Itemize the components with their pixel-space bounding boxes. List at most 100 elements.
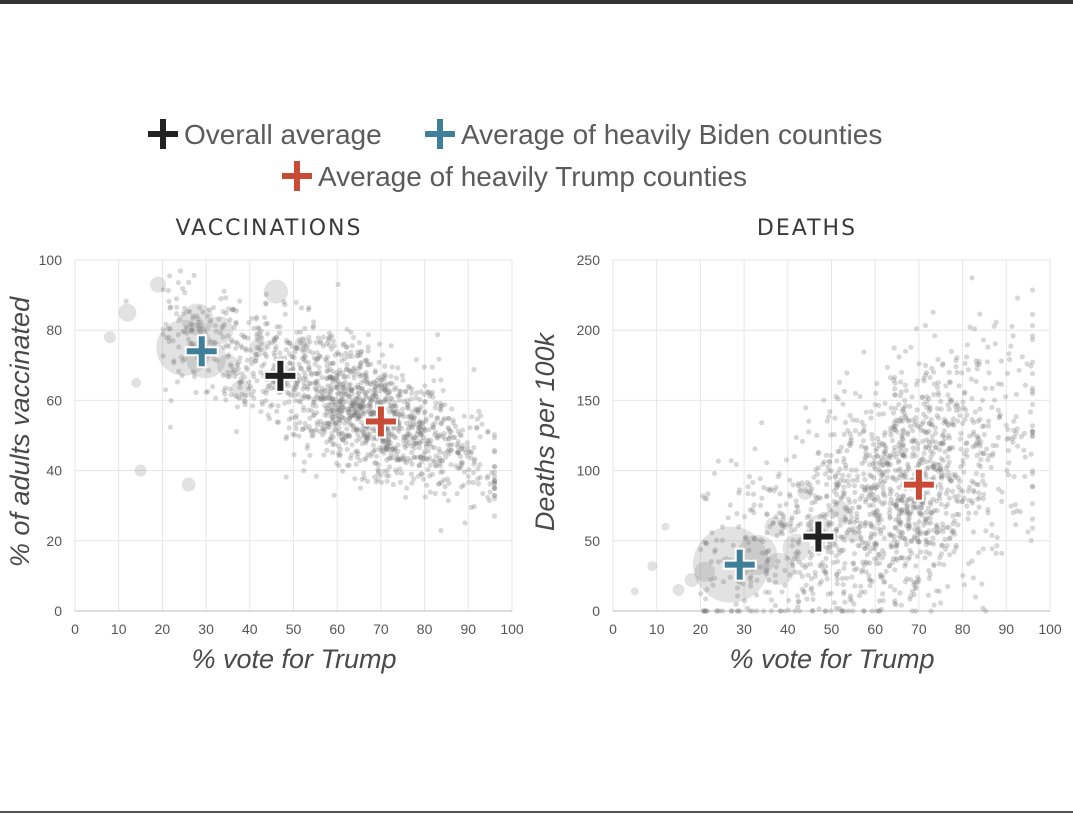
county-point xyxy=(773,484,779,491)
county-point xyxy=(918,505,924,511)
county-point xyxy=(419,471,425,477)
county-point xyxy=(936,561,943,567)
county-bubble xyxy=(264,279,289,304)
county-point xyxy=(809,585,815,591)
county-point xyxy=(296,361,302,367)
county-point xyxy=(188,321,194,327)
county-point xyxy=(897,532,903,539)
county-point xyxy=(901,410,908,417)
county-point xyxy=(878,455,884,461)
county-point xyxy=(299,355,306,361)
county-point xyxy=(850,560,856,566)
county-point xyxy=(445,498,451,504)
county-point xyxy=(436,460,442,466)
county-point xyxy=(813,466,819,473)
county-point xyxy=(298,329,304,335)
county-point xyxy=(221,344,227,351)
county-point xyxy=(919,512,925,519)
county-point xyxy=(385,426,391,432)
county-point xyxy=(384,425,390,431)
county-point xyxy=(343,440,349,446)
county-point xyxy=(900,493,906,500)
county-point xyxy=(761,608,767,614)
county-point xyxy=(294,380,300,386)
county-point xyxy=(219,325,225,331)
county-point xyxy=(312,361,318,367)
county-point xyxy=(870,545,876,551)
county-point xyxy=(372,397,378,403)
county-point xyxy=(891,451,897,458)
x-tick-label: 70 xyxy=(911,621,927,637)
county-point xyxy=(891,345,897,351)
county-point xyxy=(491,496,498,502)
x-axis-label-deaths: % vote for Trump xyxy=(729,644,934,674)
county-point xyxy=(931,562,937,569)
county-point xyxy=(834,480,841,486)
county-point xyxy=(348,329,354,335)
county-point xyxy=(994,534,1000,541)
county-point xyxy=(389,455,395,461)
county-point xyxy=(991,323,997,329)
x-tick-label: 40 xyxy=(242,621,258,637)
county-point xyxy=(370,436,376,442)
county-point xyxy=(380,439,386,445)
county-point xyxy=(234,340,241,347)
county-point xyxy=(367,401,373,407)
county-point xyxy=(251,374,257,380)
county-point xyxy=(374,381,380,388)
y-tick-label: 0 xyxy=(54,603,62,619)
county-point xyxy=(252,358,258,364)
county-point xyxy=(235,366,241,372)
county-point xyxy=(368,403,374,409)
county-point xyxy=(310,325,316,331)
county-point xyxy=(251,388,257,394)
county-point xyxy=(874,507,880,513)
county-point xyxy=(951,422,957,428)
county-point xyxy=(328,396,334,402)
county-point xyxy=(779,511,785,517)
county-point xyxy=(335,413,341,419)
county-point xyxy=(314,378,320,384)
county-point xyxy=(868,490,874,496)
county-point xyxy=(893,555,899,562)
county-point xyxy=(892,567,898,573)
county-point xyxy=(844,448,850,454)
county-point xyxy=(378,479,385,486)
county-point xyxy=(355,451,361,457)
county-point xyxy=(317,388,323,395)
county-point xyxy=(356,414,362,420)
county-point xyxy=(491,485,498,491)
county-point xyxy=(779,523,785,529)
county-point xyxy=(347,368,353,374)
county-point xyxy=(880,462,887,468)
county-point xyxy=(407,458,413,464)
county-point xyxy=(795,604,801,610)
county-point xyxy=(422,399,428,406)
county-point xyxy=(412,434,418,440)
county-point xyxy=(355,382,361,388)
county-point xyxy=(806,418,812,424)
county-point xyxy=(343,350,349,356)
county-point xyxy=(260,388,266,394)
county-point xyxy=(910,428,916,434)
county-point xyxy=(753,592,760,598)
county-point xyxy=(829,509,835,515)
y-tick-label: 0 xyxy=(592,603,600,619)
county-point xyxy=(972,409,979,415)
county-point xyxy=(328,438,334,444)
county-point xyxy=(418,427,425,433)
county-point xyxy=(395,408,401,414)
county-point xyxy=(931,527,937,533)
county-bubble xyxy=(103,331,116,344)
county-point xyxy=(876,520,882,526)
county-point xyxy=(915,525,921,531)
county-point xyxy=(777,520,783,526)
county-point xyxy=(835,448,841,454)
county-point xyxy=(289,343,295,349)
county-point xyxy=(982,482,988,488)
county-point xyxy=(367,401,373,407)
county-point xyxy=(339,414,345,420)
county-point xyxy=(408,396,414,402)
county-point xyxy=(438,420,444,426)
county-point xyxy=(763,550,769,556)
